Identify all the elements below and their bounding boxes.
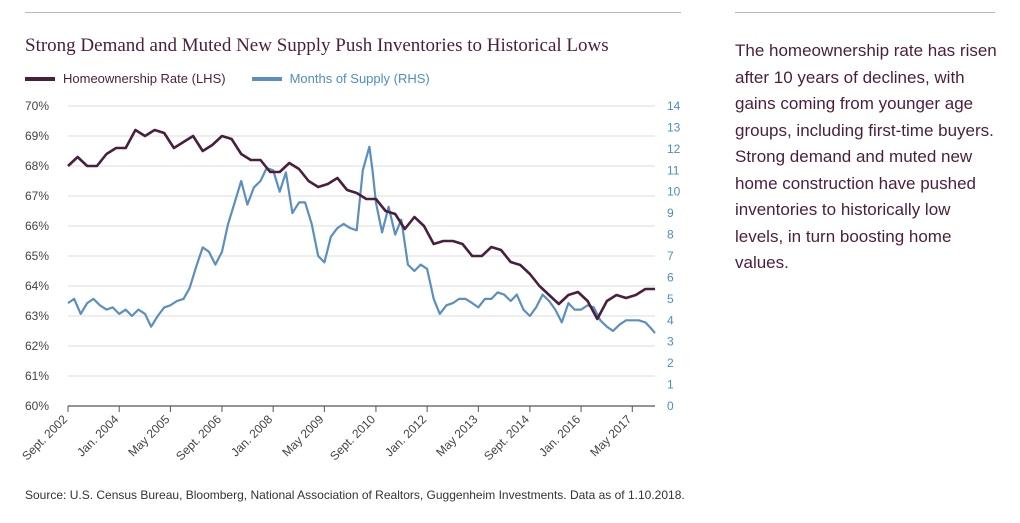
y-right-tick-label: 11	[667, 163, 680, 177]
x-tick-label: Jan. 2008	[228, 412, 275, 459]
y-left-tick-label: 65%	[25, 249, 49, 263]
y-left-tick-label: 67%	[25, 189, 49, 203]
y-right-tick-label: 8	[667, 228, 674, 242]
y-left-tick-label: 69%	[25, 129, 49, 143]
legend-item-homeownership: Homeownership Rate (LHS)	[25, 71, 226, 86]
chart-legend: Homeownership Rate (LHS) Months of Suppl…	[25, 71, 456, 86]
y-right-tick-label: 3	[667, 335, 674, 349]
y-right-tick-label: 12	[667, 142, 681, 156]
y-right-tick-label: 1	[667, 378, 674, 392]
y-right-tick-label: 13	[667, 120, 681, 134]
y-right-tick-label: 0	[667, 399, 674, 413]
x-tick-label: May 2017	[587, 412, 634, 459]
top-rule-right	[735, 12, 995, 13]
chart-title: Strong Demand and Muted New Supply Push …	[25, 35, 609, 56]
line-chart: 60%61%62%63%64%65%66%67%68%69%70%0123456…	[19, 99, 681, 463]
x-tick-label: May 2013	[433, 412, 480, 459]
y-left-tick-label: 63%	[25, 309, 49, 323]
x-tick-label: May 2009	[279, 412, 326, 459]
y-left-tick-label: 62%	[25, 339, 49, 353]
y-right-tick-label: 2	[667, 356, 674, 370]
y-right-tick-label: 14	[667, 99, 681, 113]
legend-item-supply: Months of Supply (RHS)	[251, 71, 430, 86]
x-tick-label: Jan. 2012	[382, 412, 429, 459]
y-left-tick-label: 68%	[25, 159, 49, 173]
y-left-tick-label: 70%	[25, 99, 49, 113]
y-left-tick-label: 61%	[25, 369, 49, 383]
legend-swatch-supply	[251, 76, 282, 81]
y-right-tick-label: 9	[667, 206, 674, 220]
x-tick-label: Sept. 2002	[19, 412, 70, 463]
x-tick-label: Jan. 2016	[536, 412, 583, 459]
y-right-tick-label: 4	[667, 313, 674, 327]
x-tick-label: May 2005	[125, 412, 172, 459]
legend-label-supply: Months of Supply (RHS)	[289, 71, 430, 86]
commentary-text: The homeownership rate has risen after 1…	[735, 41, 997, 272]
y-left-tick-label: 60%	[25, 399, 49, 413]
y-left-tick-label: 64%	[25, 279, 49, 293]
legend-swatch-homeownership	[25, 76, 55, 81]
top-rule-left	[25, 12, 681, 13]
x-tick-label: Sept. 2006	[173, 412, 224, 463]
x-tick-label: Sept. 2010	[327, 412, 378, 463]
y-right-tick-label: 5	[667, 292, 674, 306]
y-right-tick-label: 10	[667, 185, 681, 199]
x-tick-label: Jan. 2004	[74, 412, 121, 459]
legend-label-homeownership: Homeownership Rate (LHS)	[63, 71, 226, 86]
source-note: Source: U.S. Census Bureau, Bloomberg, N…	[25, 488, 685, 502]
y-left-tick-label: 66%	[25, 219, 49, 233]
series-line-homeownership	[67, 128, 655, 321]
y-right-tick-label: 6	[667, 270, 674, 284]
y-right-tick-label: 7	[667, 249, 674, 263]
x-tick-label: Sept. 2014	[481, 412, 532, 463]
series-line-months-supply	[67, 145, 656, 334]
